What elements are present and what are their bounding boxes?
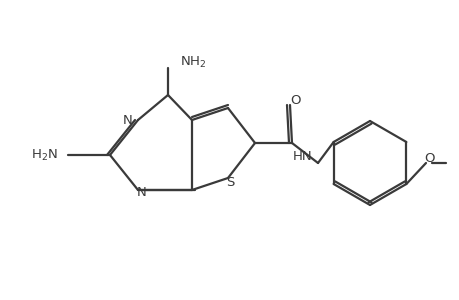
Text: NH$_2$: NH$_2$ [179,55,206,70]
Text: HN: HN [292,149,311,163]
Text: O: O [423,152,434,164]
Text: H$_2$N: H$_2$N [31,148,58,163]
Text: S: S [225,176,234,190]
Text: O: O [290,94,301,106]
Text: N: N [123,113,133,127]
Text: N: N [137,187,146,200]
